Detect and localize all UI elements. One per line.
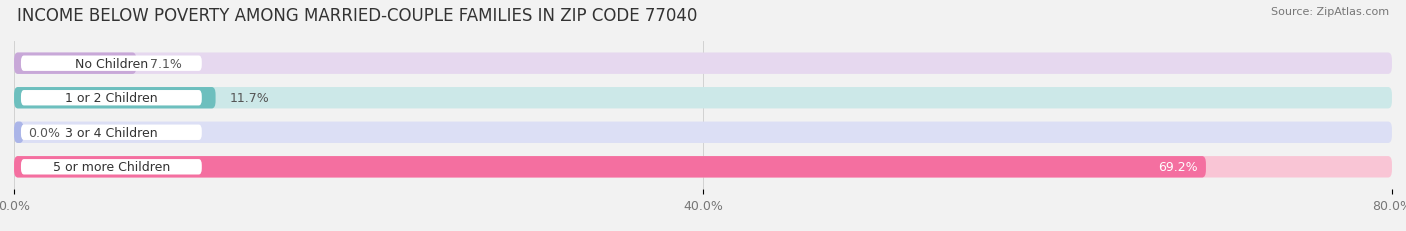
FancyBboxPatch shape bbox=[21, 91, 202, 106]
FancyBboxPatch shape bbox=[21, 125, 202, 140]
Text: 0.0%: 0.0% bbox=[28, 126, 60, 139]
FancyBboxPatch shape bbox=[14, 53, 1392, 75]
FancyBboxPatch shape bbox=[14, 53, 136, 75]
FancyBboxPatch shape bbox=[14, 88, 215, 109]
Text: 3 or 4 Children: 3 or 4 Children bbox=[65, 126, 157, 139]
Text: 7.1%: 7.1% bbox=[150, 58, 181, 70]
FancyBboxPatch shape bbox=[21, 159, 202, 175]
Text: 1 or 2 Children: 1 or 2 Children bbox=[65, 92, 157, 105]
Text: Source: ZipAtlas.com: Source: ZipAtlas.com bbox=[1271, 7, 1389, 17]
Text: 5 or more Children: 5 or more Children bbox=[53, 161, 170, 173]
FancyBboxPatch shape bbox=[14, 122, 24, 143]
FancyBboxPatch shape bbox=[14, 88, 1392, 109]
Text: 11.7%: 11.7% bbox=[229, 92, 269, 105]
FancyBboxPatch shape bbox=[14, 156, 1392, 178]
Text: No Children: No Children bbox=[75, 58, 148, 70]
FancyBboxPatch shape bbox=[14, 156, 1206, 178]
Text: INCOME BELOW POVERTY AMONG MARRIED-COUPLE FAMILIES IN ZIP CODE 77040: INCOME BELOW POVERTY AMONG MARRIED-COUPL… bbox=[17, 7, 697, 25]
FancyBboxPatch shape bbox=[14, 122, 1392, 143]
Text: 69.2%: 69.2% bbox=[1157, 161, 1198, 173]
FancyBboxPatch shape bbox=[21, 56, 202, 72]
